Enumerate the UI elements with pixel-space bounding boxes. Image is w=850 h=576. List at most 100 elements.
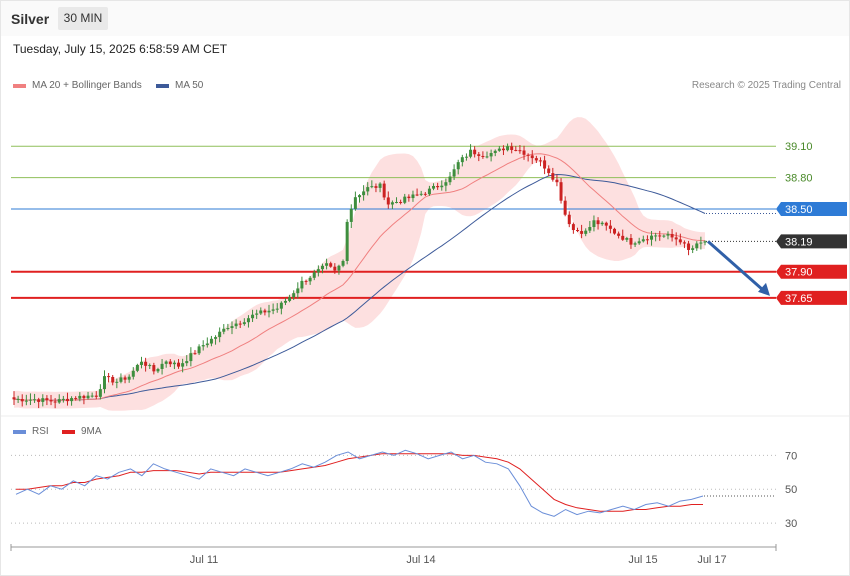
candle-body [629, 238, 633, 245]
candle-body [345, 221, 349, 261]
candle-body [164, 361, 168, 364]
candle-body [333, 266, 337, 271]
candle-body [283, 300, 287, 303]
candle-body [456, 162, 460, 170]
candle-body [563, 200, 567, 215]
copyright-note: Research © 2025 Trading Central [691, 80, 841, 91]
candle-body [316, 269, 320, 273]
level-tag-38.19 [776, 234, 847, 249]
candle-body [543, 160, 547, 169]
candle-body [259, 310, 263, 314]
level-label-38.50: 38.50 [785, 204, 813, 216]
candle-body [308, 277, 312, 282]
candle-body [625, 238, 629, 240]
candle-body [662, 235, 666, 237]
candle-body [436, 185, 440, 188]
candle-body [353, 197, 357, 209]
candle-body [296, 288, 300, 294]
x-tick-jul-14: Jul 14 [406, 554, 435, 566]
candle-body [534, 158, 538, 161]
candle-body [115, 381, 119, 383]
candle-body [501, 148, 505, 151]
candle-body [135, 364, 139, 371]
candle-body [695, 243, 699, 249]
candle-body [633, 243, 637, 245]
level-tag-37.65 [776, 290, 847, 305]
candle-body [608, 225, 612, 229]
timeframe-button[interactable]: 30 MIN [58, 7, 108, 30]
rsi-line [15, 449, 704, 517]
candle-body [666, 234, 670, 236]
candle-body [650, 235, 654, 240]
candle-body [181, 363, 185, 367]
candle-body [107, 376, 111, 378]
candle-body [658, 235, 662, 237]
legend-9ma: 9MA [62, 426, 102, 437]
candle-body [366, 187, 370, 192]
candle-body [485, 156, 489, 158]
candle-body [156, 368, 160, 372]
candle-body [24, 400, 28, 402]
candle-body [526, 154, 530, 156]
candle-body [111, 376, 115, 383]
candle-body [551, 173, 555, 180]
candle-body [312, 272, 316, 278]
candle-body [45, 398, 49, 401]
candle-body [349, 208, 353, 222]
candle-body [469, 149, 473, 157]
candle-body [637, 241, 641, 244]
candle-body [489, 153, 493, 157]
candle-body [419, 193, 423, 195]
candle-body [374, 186, 378, 188]
candle-body [641, 239, 645, 242]
candle-body [300, 280, 304, 289]
candle-body [464, 156, 468, 158]
candle-body [530, 155, 534, 159]
candle-body [33, 399, 37, 401]
candle-body [263, 310, 267, 313]
candle-body [567, 214, 571, 225]
candle-body [584, 230, 588, 234]
candle-body [172, 362, 176, 365]
candle-body [275, 308, 279, 310]
candle-body [65, 398, 69, 402]
legend-ma50: MA 50 [156, 80, 203, 91]
x-tick-jul-17: Jul 17 [697, 554, 726, 566]
candle-body [341, 260, 345, 266]
candle-body [427, 188, 431, 195]
candle-body [177, 362, 181, 367]
candle-body [82, 395, 86, 399]
candle-body [189, 353, 193, 362]
candle-body [49, 400, 53, 402]
x-tick-jul-15: Jul 15 [628, 554, 657, 566]
candle-body [86, 395, 90, 399]
candle-body [209, 338, 213, 344]
candle-body [53, 401, 57, 403]
legend-label-rsi: RSI [32, 426, 49, 437]
candle-body [403, 196, 407, 203]
candle-body [98, 389, 102, 397]
candle-body [580, 231, 584, 234]
candle-body [222, 328, 226, 332]
candle-body [20, 398, 24, 402]
candle-body [197, 346, 201, 354]
candle-body [160, 363, 164, 369]
candle-body [37, 399, 41, 402]
instrument-title: Silver [11, 11, 50, 27]
candle-body [214, 337, 218, 339]
candle-body [61, 398, 65, 400]
candle-body [674, 237, 678, 240]
candle-body [144, 361, 148, 366]
candle-body [74, 398, 78, 400]
candle-body [320, 265, 324, 270]
legend-swatch-9ma [62, 429, 75, 434]
candle-body [481, 155, 485, 157]
candle-body [78, 395, 82, 399]
candle-body [288, 297, 292, 301]
candle-body [382, 183, 386, 198]
candle-body [152, 365, 156, 372]
candle-body [218, 331, 222, 338]
candle-body [370, 186, 374, 188]
candle-body [687, 243, 691, 250]
candle-body [510, 146, 514, 150]
